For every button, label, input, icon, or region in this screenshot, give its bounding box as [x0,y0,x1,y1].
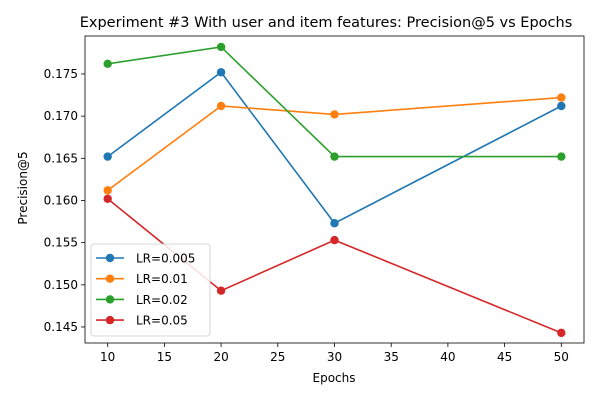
data-point [103,186,112,195]
x-tick-label: 40 [440,350,455,364]
y-tick-label: 0.155 [44,236,78,250]
series-layer [103,42,566,338]
legend-label: LR=0.005 [136,252,195,266]
data-point [330,152,339,161]
y-tick-label: 0.150 [44,278,78,292]
data-point [103,59,112,69]
data-point [216,101,226,111]
legend-item: LR=0.02 [96,293,188,307]
legend-item: LR=0.05 [96,314,188,328]
y-axis-label: Precision@5 [16,151,30,224]
series-line [107,71,562,225]
legend-marker [105,274,115,283]
series-line [107,96,562,191]
legend-label: LR=0.05 [136,314,188,328]
series-line [107,46,562,158]
y-tick-label: 0.175 [44,67,78,81]
x-tick-label: 20 [213,350,228,364]
data-point [557,101,566,111]
data-point [103,194,112,203]
data-point [557,328,566,338]
data-point [557,93,566,102]
data-point [216,286,226,295]
data-point [330,219,339,228]
x-tick-label: 45 [497,350,512,364]
data-point [330,235,339,245]
y-tick-label: 0.165 [44,151,78,165]
data-point [216,42,226,52]
y-tick-label: 0.145 [44,320,78,334]
y-axis: 0.145 0.150 0.155 0.160 0.165 0.170 0.175 [44,67,85,334]
y-tick-label: 0.160 [44,193,78,207]
series-LR=0.02 [103,42,566,161]
legend-item: LR=0.01 [96,272,188,286]
legend-label: LR=0.01 [136,272,188,286]
legend: LR=0.005 LR=0.01 LR=0.02 LR=0.05 [90,243,211,337]
data-point [330,110,339,119]
x-tick-label: 35 [384,350,399,364]
x-tick-label: 25 [270,350,285,364]
data-point [216,68,226,77]
legend-label: LR=0.02 [136,293,188,307]
series-LR=0.01 [103,93,566,195]
legend-marker [105,295,115,304]
x-axis: 10 15 20 25 30 35 40 45 50 [100,343,569,364]
y-tick-label: 0.170 [44,109,78,123]
x-axis-label: Epochs [313,371,356,385]
x-tick-label: 30 [327,350,342,364]
chart-title: Experiment #3 With user and item feature… [80,15,573,31]
legend-marker [105,253,115,263]
legend-frame [90,243,211,337]
x-tick-label: 15 [157,350,172,364]
data-point [557,152,566,161]
series-LR=0.005 [103,68,566,228]
data-point [103,152,112,161]
x-tick-label: 50 [554,350,569,364]
legend-marker [105,315,115,325]
legend-item: LR=0.005 [96,252,195,266]
x-tick-label: 10 [100,350,115,364]
